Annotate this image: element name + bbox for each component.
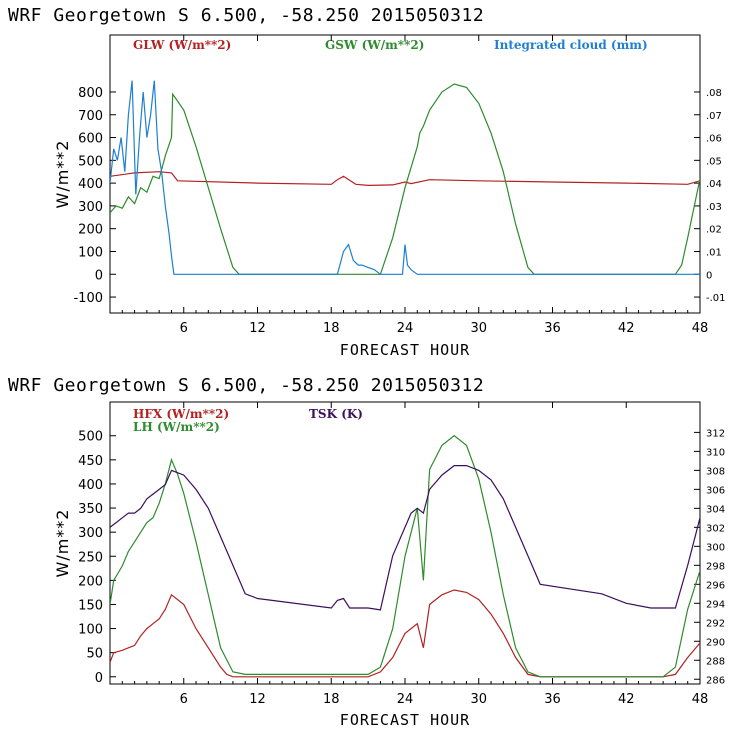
- axes: 6 12 18 24 30 36 42 48 0 50 100 150 200 250 300 350 400 4…: [78, 402, 725, 707]
- x-axis-label: FORECAST HOUR: [340, 341, 470, 359]
- series-line-hfx: [110, 589, 700, 678]
- right-tick-label: 308: [706, 466, 725, 477]
- y-tick-label: -100: [73, 291, 103, 306]
- series-line-lh: [110, 434, 700, 678]
- x-tick-label: 36: [544, 692, 561, 707]
- right-tick-label: 294: [706, 599, 725, 610]
- y-axis-label: W/m**2: [53, 509, 72, 578]
- panel-bottom: WRF Georgetown S 6.500, -58.250 20150503…: [8, 375, 725, 729]
- legend-cloud: Integrated cloud (mm): [494, 38, 648, 52]
- right-tick-label: 302: [706, 523, 725, 534]
- x-tick-label: 48: [692, 321, 709, 336]
- x-tick-label: 42: [618, 692, 635, 707]
- y-tick-label: 200: [78, 223, 103, 238]
- axes: 6 12 18 24 30 36 42 48 -100 0 100 200 300 400 500 600 70…: [73, 35, 726, 336]
- x-tick-label: 48: [692, 692, 709, 707]
- y-tick-label: 0: [95, 268, 103, 283]
- x-tick-label: 6: [180, 321, 188, 336]
- right-tick-label: 292: [706, 618, 725, 629]
- right-tick-label: -.01: [706, 293, 726, 304]
- right-tick-label: 304: [706, 504, 725, 515]
- x-tick-label: 42: [618, 321, 635, 336]
- right-tick-label: 296: [706, 580, 725, 591]
- right-tick-label: 290: [706, 637, 725, 648]
- x-tick-label: 18: [323, 692, 340, 707]
- right-tick-label: .01: [706, 247, 722, 258]
- legend-gsw: GSW (W/m**2): [325, 38, 424, 52]
- y-tick-label: 50: [86, 647, 103, 662]
- y-tick-label: 250: [78, 550, 103, 565]
- y-tick-label: 350: [78, 502, 103, 517]
- y-tick-label: 600: [78, 132, 103, 147]
- y-tick-label: 300: [78, 200, 103, 215]
- x-tick-label: 30: [470, 692, 487, 707]
- x-tick-label: 12: [249, 321, 266, 336]
- legend-glw: GLW (W/m**2): [133, 38, 231, 52]
- legend-tsk: TSK (K): [309, 407, 363, 421]
- right-tick-label: .03: [706, 202, 722, 213]
- right-tick-label: 300: [706, 542, 725, 553]
- right-tick-label: .08: [706, 88, 722, 99]
- chart-title: WRF Georgetown S 6.500, -58.250 20150503…: [8, 5, 484, 26]
- right-tick-label: 288: [706, 656, 725, 667]
- x-tick-label: 12: [249, 692, 266, 707]
- right-tick-label: .02: [706, 225, 722, 236]
- right-tick-label: .04: [706, 179, 722, 190]
- series-lines: [110, 434, 700, 678]
- y-tick-label: 100: [78, 623, 103, 638]
- x-tick-label: 30: [470, 321, 487, 336]
- plot-frame: [109, 401, 701, 685]
- chart-title: WRF Georgetown S 6.500, -58.250 20150503…: [8, 375, 484, 396]
- plot-frame: [109, 34, 701, 314]
- x-tick-label: 6: [180, 692, 188, 707]
- right-tick-label: .06: [706, 134, 722, 145]
- series-lines: [110, 80, 700, 275]
- y-tick-label: 400: [78, 177, 103, 192]
- right-tick-label: 312: [706, 428, 725, 439]
- x-axis-label: FORECAST HOUR: [340, 711, 470, 729]
- x-tick-label: 36: [544, 321, 561, 336]
- x-tick-label: 24: [397, 321, 414, 336]
- y-tick-label: 500: [78, 430, 103, 445]
- right-tick-label: 286: [706, 675, 725, 686]
- y-tick-label: 300: [78, 526, 103, 541]
- y-tick-label: 450: [78, 454, 103, 469]
- x-tick-label: 18: [323, 321, 340, 336]
- right-tick-label: 298: [706, 561, 725, 572]
- right-tick-label: 310: [706, 447, 725, 458]
- y-tick-label: 0: [95, 671, 103, 686]
- y-tick-label: 100: [78, 245, 103, 260]
- series-line-integrated: [110, 80, 700, 275]
- y-tick-label: 200: [78, 574, 103, 589]
- right-tick-label: 306: [706, 485, 725, 496]
- series-line-glw: [110, 171, 700, 187]
- legend-lh: LH (W/m**2): [133, 420, 220, 434]
- right-tick-label: .05: [706, 156, 722, 167]
- legend-hfx: HFX (W/m**2): [133, 407, 229, 421]
- y-tick-label: 800: [78, 86, 103, 101]
- y-tick-label: 700: [78, 109, 103, 124]
- x-tick-label: 24: [397, 692, 414, 707]
- right-tick-label: 0: [706, 270, 712, 281]
- panel-top: WRF Georgetown S 6.500, -58.250 20150503…: [8, 5, 726, 359]
- series-line-tsk: [110, 465, 700, 611]
- y-tick-label: 500: [78, 154, 103, 169]
- right-tick-label: .07: [706, 111, 722, 122]
- y-tick-label: 400: [78, 478, 103, 493]
- y-axis-label: W/m**2: [53, 140, 72, 209]
- y-tick-label: 150: [78, 598, 103, 613]
